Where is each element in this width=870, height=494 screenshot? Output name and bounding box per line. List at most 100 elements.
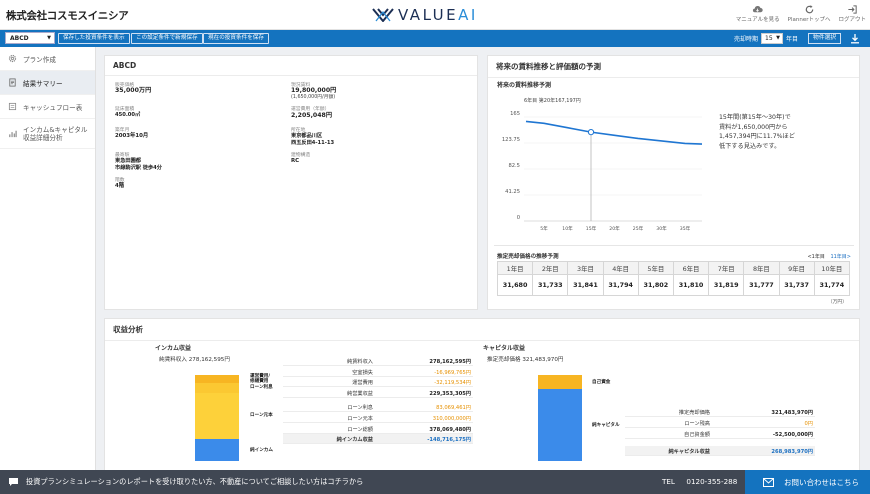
rent-line-chart[interactable] xyxy=(524,108,714,226)
data-point[interactable] xyxy=(587,129,595,136)
note-line: 低下する見込みです。 xyxy=(719,142,781,150)
income-bar-net xyxy=(195,439,239,461)
pager-next-link[interactable]: 11年目> xyxy=(830,254,851,260)
income-bar-opex xyxy=(195,375,239,383)
rent-chart-title: 将来の賃料推移予測 xyxy=(497,82,552,89)
year-pager: <1年目 11年目> xyxy=(807,253,851,260)
income-subtitle: 純賃料収入 278,162,595円 xyxy=(159,357,230,363)
address-value: 東京都品川区 西五反田4-11-13 xyxy=(291,133,334,146)
sale-price-cell: 31,777 xyxy=(743,274,780,296)
x-tick: 5年 xyxy=(540,227,548,232)
breakdown-value: -32,119,534円 xyxy=(434,380,471,387)
sidebar-item-plan[interactable]: プラン作成 xyxy=(0,47,95,71)
revenue-analysis-panel: 収益分析 インカム収益 純賃料収入 278,162,595円 運営費用/修繕費用… xyxy=(104,318,860,470)
sale-price-table: 1年目 2年目 3年目 4年目 5年目 6年目 7年目 8年目 9年目 10年目… xyxy=(496,261,851,296)
document-icon xyxy=(9,78,16,87)
chat-icon xyxy=(9,478,18,486)
property-summary-panel: ABCD 販売価格 35,000万円 延床面積 450.00㎡ 築年月 2003… xyxy=(104,55,478,310)
structure-value: RC xyxy=(291,158,300,164)
price-label: 販売価格 xyxy=(115,83,135,88)
save-current-conditions-button[interactable]: 現在の投資条件を保存 xyxy=(203,33,269,44)
breakdown-row: 運営費用 -32,119,534円 xyxy=(283,377,473,388)
breakdown-label: 純インカム収益 xyxy=(336,437,373,444)
chevron-down-icon: ▼ xyxy=(47,35,51,41)
app-header: 株式会社コスモスイニシア VALUEAI マニュアルを見る Plannerトップ… xyxy=(0,0,870,30)
sale-price-table-title: 推定売却価格の推移予測 xyxy=(497,254,559,260)
table-unit: （万円） xyxy=(827,300,847,305)
x-tick: 30年 xyxy=(656,227,667,232)
bar-label: 運営費用/修繕費用 xyxy=(250,374,271,384)
mail-icon xyxy=(763,477,774,487)
sidebar-item-summary[interactable]: 結果サマリー xyxy=(0,71,95,95)
built-value: 2003年10月 xyxy=(115,133,149,139)
breakdown-label: 空室損失 xyxy=(352,369,373,376)
list-icon xyxy=(8,102,17,111)
breakdown-row: ローン利息 83,069,461円 xyxy=(283,402,473,413)
floors-value: 4階 xyxy=(115,183,125,189)
year-header: 9年目 xyxy=(778,261,815,275)
sidebar-item-label: 結果サマリー xyxy=(23,79,63,88)
pager-prev-link[interactable]: <1年目 xyxy=(807,254,825,260)
year-header: 3年目 xyxy=(567,261,604,275)
area-value: 450.00㎡ xyxy=(115,112,141,118)
sidebar-item-income-capital[interactable]: インカム&キャピタル 収益詳細分析 xyxy=(0,119,95,149)
footer-message[interactable]: 投資プランシミュレーションのレポートを受け取りたい方、不動産についてご相談したい… xyxy=(26,477,364,486)
table-row: 31,680 31,733 31,841 31,794 31,802 31,81… xyxy=(496,274,851,296)
property-select[interactable]: ABCD ▼ xyxy=(5,32,55,44)
sale-period-select[interactable]: 15 ▼ xyxy=(761,33,784,44)
sale-price-cell: 31,841 xyxy=(567,274,604,296)
forecast-title: 将来の賃料推移と評価額の予測 xyxy=(488,56,859,78)
breakdown-label: 推定売却価格 xyxy=(678,410,710,416)
value-ai-logo[interactable]: VALUEAI xyxy=(372,6,478,24)
breakdown-label: 運営費用 xyxy=(352,380,373,387)
breakdown-row: 推定売却価格 321,483,970円 xyxy=(625,407,815,417)
x-tick: 20年 xyxy=(609,227,620,232)
breakdown-value: 268,983,970円 xyxy=(771,449,813,455)
forecast-panel: 将来の賃料推移と評価額の予測 将来の賃料推移予測 165 123.75 82.5… xyxy=(487,55,860,310)
breakdown-label: 純キャピタル収益 xyxy=(668,449,710,455)
logout-icon xyxy=(848,5,857,14)
address-label: 所在地 xyxy=(291,128,306,133)
built-label: 築年月 xyxy=(115,128,130,133)
breakdown-row: 純キャピタル収益 268,983,970円 xyxy=(625,446,815,456)
breakdown-row: 純営業収益 229,353,305円 xyxy=(283,388,473,398)
contact-button[interactable]: お問い合わせはこちら xyxy=(745,470,870,494)
year-header: 8年目 xyxy=(743,261,780,275)
save-new-conditions-button[interactable]: この設定条件で新規保存 xyxy=(131,33,203,44)
breakdown-value: -148,716,175円 xyxy=(427,437,471,444)
sidebar-item-label: キャッシュフロー表 xyxy=(23,103,83,112)
breakdown-value: 83,069,461円 xyxy=(436,405,471,412)
structure-label: 建物構造 xyxy=(291,153,311,158)
sidebar-item-cashflow[interactable]: キャッシュフロー表 xyxy=(0,95,95,119)
income-bar-principal xyxy=(195,393,239,439)
logout-button[interactable]: ログアウト xyxy=(838,4,866,24)
forecast-note: 15年間(第15年〜30年)で 賃料が1,650,000円から 1,457,39… xyxy=(719,113,795,151)
x-tick: 35年 xyxy=(679,227,691,232)
show-saved-conditions-button[interactable]: 保存した投資条件を表示 xyxy=(58,33,130,44)
area-label: 延床面積 xyxy=(115,107,135,112)
y-tick: 41.25 xyxy=(505,189,520,195)
chart-tooltip: 6年目 第20年167,197円 xyxy=(524,98,581,104)
planner-top-label: Plannerトップへ xyxy=(787,17,831,23)
breakdown-row: ローン残高 0円 xyxy=(625,418,815,428)
sidebar-item-label: インカム&キャピタル 収益詳細分析 xyxy=(23,125,88,142)
footer-tel: TEL 0120-355-288 xyxy=(662,477,737,486)
gear-icon xyxy=(8,54,17,63)
capital-subtitle: 推定売却価格 321,483,970円 xyxy=(487,357,564,363)
sale-period-unit: 年目 xyxy=(786,36,799,43)
y-tick: 0 xyxy=(516,215,520,221)
y-tick: 123.75 xyxy=(501,137,520,143)
sale-price-cell: 31,733 xyxy=(532,274,569,296)
planner-top-button[interactable]: Plannerトップへ xyxy=(787,4,831,24)
breakdown-value: 0円 xyxy=(804,421,814,427)
sidebar: プラン作成 結果サマリー キャッシュフロー表 インカム&キャピタル 収益詳細分析 xyxy=(0,47,96,470)
year-header: 10年目 xyxy=(813,261,851,275)
y-tick: 82.5 xyxy=(508,163,520,169)
income-bar-interest xyxy=(195,383,239,393)
property-select-button[interactable]: 物件選択 xyxy=(808,33,842,44)
breakdown-label: ローン利息 xyxy=(347,405,373,412)
download-icon[interactable] xyxy=(850,33,860,44)
manual-button[interactable]: マニュアルを見る xyxy=(736,4,780,24)
breakdown-label: 純営業収益 xyxy=(347,390,373,397)
manual-label: マニュアルを見る xyxy=(735,17,780,23)
